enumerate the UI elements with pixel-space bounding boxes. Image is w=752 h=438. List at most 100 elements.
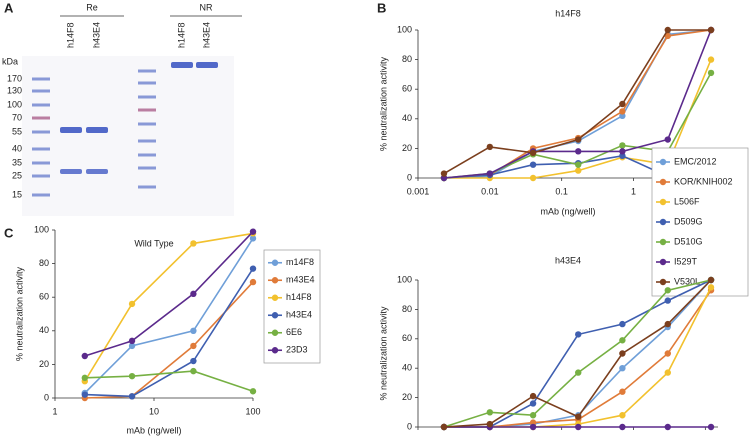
data-point <box>529 423 537 431</box>
marker-band <box>138 122 156 126</box>
data-point <box>529 412 537 419</box>
legend-swatch <box>271 277 279 284</box>
data-point <box>249 388 257 395</box>
legend-swatch <box>271 329 279 336</box>
data-point <box>529 392 537 400</box>
data-point <box>486 420 494 428</box>
data-point <box>128 300 136 308</box>
data-point <box>529 174 537 182</box>
data-point <box>619 100 626 108</box>
data-point <box>664 369 671 376</box>
data-point <box>249 278 257 286</box>
data-point <box>664 350 671 357</box>
data-point <box>575 413 582 420</box>
data-point <box>619 112 626 120</box>
data-point <box>575 423 582 431</box>
data-point <box>529 400 537 407</box>
legend-label: KOR/KNIH002 <box>674 176 733 186</box>
lane-label: h14F8 <box>65 22 75 48</box>
x-tick-label: 0.001 <box>407 186 430 196</box>
y-tick-label: 80 <box>402 304 412 314</box>
marker-band <box>138 139 156 143</box>
data-point <box>664 26 671 34</box>
chart-title: h43E4 <box>555 255 581 265</box>
legend-label: h43E4 <box>286 310 312 320</box>
data-point <box>81 374 89 382</box>
legend-swatch <box>271 312 279 319</box>
legend-swatch <box>271 294 279 301</box>
data-point <box>249 228 257 235</box>
data-point <box>81 391 89 398</box>
data-point <box>529 161 537 168</box>
legend-label: EMC/2012 <box>674 156 717 166</box>
marker-band <box>138 185 156 189</box>
y-tick-label: 20 <box>39 359 49 369</box>
legend-label: m43E4 <box>286 275 315 285</box>
y-tick-label: 80 <box>39 258 49 268</box>
x-tick-label: 0.01 <box>481 186 499 196</box>
data-point <box>575 167 582 174</box>
y-tick-label: 100 <box>397 24 412 34</box>
data-point <box>664 297 671 304</box>
gel <box>22 15 242 216</box>
y-tick-label: 20 <box>402 392 412 402</box>
data-point <box>575 136 582 143</box>
y-tick-label: 40 <box>402 113 412 123</box>
data-point <box>190 357 197 365</box>
legend-label: I529T <box>674 256 698 266</box>
series-line <box>84 231 254 357</box>
data-point <box>190 240 197 247</box>
y-tick-label: 20 <box>402 143 412 153</box>
legend-label: L506F <box>674 196 700 206</box>
panel-label: B <box>377 0 386 15</box>
legend-label: m14F8 <box>286 257 314 267</box>
data-point <box>707 56 715 63</box>
legend-swatch <box>659 198 667 206</box>
y-tick-label: 80 <box>402 54 412 64</box>
series-line <box>84 370 254 393</box>
marker-label: 25 <box>12 170 22 180</box>
lane-label: h14F8 <box>176 22 186 48</box>
lane-label: h43E4 <box>201 22 211 48</box>
marker-band <box>32 147 50 151</box>
x-axis-label: mAb (ng/well) <box>126 425 181 435</box>
chart-title: Wild Type <box>134 238 173 248</box>
data-point <box>575 369 582 376</box>
legend-swatch <box>659 238 667 246</box>
data-point <box>619 108 626 115</box>
marker-band <box>32 174 50 178</box>
band <box>196 62 218 68</box>
x-tick-label: 100 <box>245 406 260 416</box>
marker-band <box>138 108 156 112</box>
y-axis-label: % neutralization activity <box>14 266 24 361</box>
marker-band <box>32 161 50 165</box>
data-point <box>128 337 136 345</box>
data-point <box>440 170 448 177</box>
data-point <box>486 170 494 177</box>
legend-swatch <box>659 178 667 186</box>
y-tick-label: 60 <box>402 333 412 343</box>
band <box>171 62 193 68</box>
data-point <box>249 235 257 242</box>
marker-label: 130 <box>7 85 22 95</box>
data-point <box>619 412 626 419</box>
band <box>60 127 82 133</box>
marker-band <box>138 69 156 73</box>
legend-swatch <box>659 258 667 266</box>
data-point <box>128 372 136 380</box>
legend-swatch <box>659 278 667 286</box>
y-tick-label: 0 <box>44 392 49 402</box>
y-axis-label: % neutralization activity <box>378 56 388 151</box>
data-point <box>619 142 626 149</box>
band <box>60 169 82 174</box>
marker-band <box>32 89 50 93</box>
data-point <box>128 342 136 350</box>
data-point <box>664 136 671 143</box>
panel-label: A <box>4 0 14 15</box>
group-label: Re <box>86 2 98 12</box>
marker-band <box>138 153 156 157</box>
marker-label: 100 <box>7 99 22 109</box>
data-point <box>486 409 494 416</box>
data-point <box>249 265 257 272</box>
data-point <box>619 423 626 431</box>
